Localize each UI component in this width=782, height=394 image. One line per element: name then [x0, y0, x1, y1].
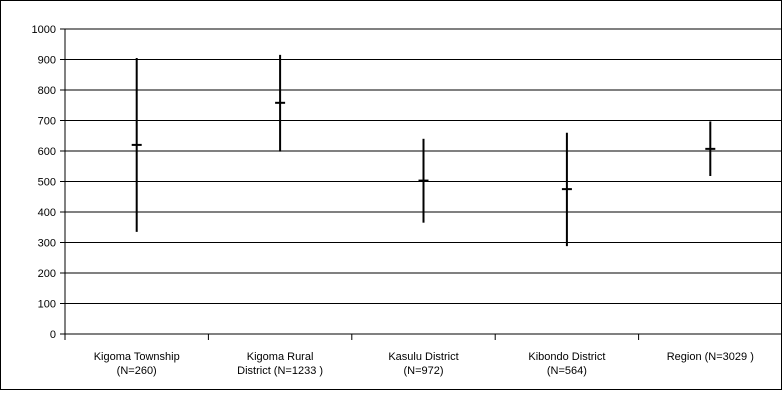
x-tick-label: Kigoma Township (N=260) — [94, 351, 180, 377]
x-tick-label-line: Region (N=3029 ) — [667, 351, 754, 363]
y-tick-label: 600 — [38, 146, 56, 158]
y-tick-label: 300 — [38, 238, 56, 250]
y-tick-label: 900 — [38, 55, 56, 67]
y-tick-labels: 0 100 200 300 400 500 600 700 800 900 1000 — [32, 24, 56, 341]
y-tick-label: 700 — [38, 116, 56, 128]
x-tick-label-line: Kibondo District — [528, 351, 605, 363]
x-tick-label-line: District (N=1233 ) — [237, 365, 323, 377]
y-tick-label: 100 — [38, 299, 56, 311]
error-bars — [131, 54, 716, 247]
x-tick-label-line: Kigoma Rural — [247, 351, 314, 363]
x-tick-label: Region (N=3029 ) — [667, 351, 754, 363]
y-tick-label: 500 — [38, 177, 56, 189]
y-tick-label: 1000 — [32, 24, 56, 36]
x-tick-labels: Kigoma Township (N=260) Kigoma Rural Distri… — [94, 351, 754, 377]
x-tick-label: Kibondo District (N=564) — [528, 351, 605, 377]
x-tick-label-line: Kasulu District — [388, 351, 458, 363]
x-tick-label: Kasulu District (N=972) — [388, 351, 458, 377]
x-tick-label-line: (N=564) — [547, 365, 587, 377]
y-tick-label: 800 — [38, 85, 56, 97]
x-tick-label-line: (N=260) — [117, 365, 157, 377]
x-tick-label: Kigoma Rural District (N=1233 ) — [237, 351, 323, 377]
x-tick-label-line: Kigoma Township — [94, 351, 180, 363]
x-tick-label-line: (N=972) — [403, 365, 443, 377]
axes — [60, 28, 782, 340]
y-tick-label: 0 — [50, 329, 56, 341]
y-tick-label: 200 — [38, 268, 56, 280]
y-tick-label: 400 — [38, 207, 56, 219]
